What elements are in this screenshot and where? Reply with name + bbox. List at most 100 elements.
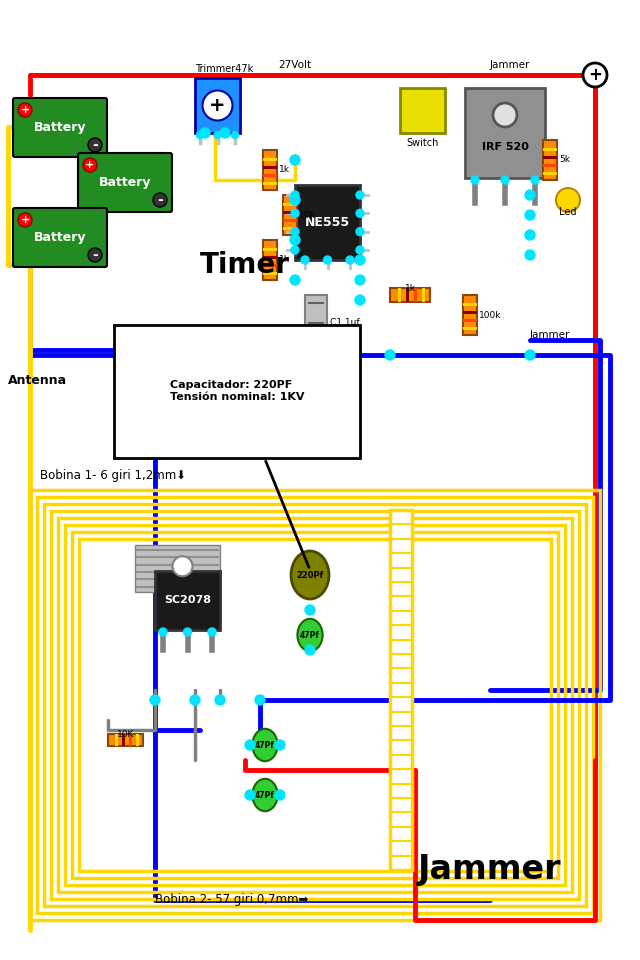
Circle shape [346,256,354,264]
Text: Led: Led [559,207,577,217]
Text: Antenna: Antenna [8,373,67,387]
Text: +: + [588,66,602,84]
Text: -: - [157,193,163,207]
Bar [51,511,579,899]
Bar [283,219,297,222]
Bar [263,182,277,185]
Bar [122,734,125,746]
Bar [283,195,297,235]
Circle shape [190,695,200,705]
FancyBboxPatch shape [13,208,107,267]
Text: Battery: Battery [99,176,151,189]
Bar [263,272,277,275]
Text: Timer: Timer [200,251,290,279]
Bar [263,166,277,169]
Circle shape [208,628,216,636]
Bar [195,78,240,133]
Bar [283,227,297,230]
Bar [295,185,360,260]
Text: +: + [20,215,29,225]
Circle shape [305,645,315,655]
Bar [79,539,551,871]
Text: Jammer: Jammer [490,60,530,70]
Bar [135,545,220,591]
Bar [398,288,401,302]
Ellipse shape [298,619,323,651]
Circle shape [355,295,365,305]
Bar [44,504,586,906]
Circle shape [305,605,315,615]
Circle shape [301,256,309,264]
Bar [283,211,297,214]
Circle shape [255,695,265,705]
Bar [72,532,558,878]
Circle shape [583,63,607,87]
Ellipse shape [252,729,278,761]
Text: Capacitador: 220PF
Tensión nominal: 1KV: Capacitador: 220PF Tensión nominal: 1KV [170,380,309,567]
Text: -: - [92,138,98,152]
Circle shape [18,213,32,227]
Circle shape [173,556,193,576]
Circle shape [291,228,299,235]
Bar [305,295,327,350]
Circle shape [356,209,364,217]
Text: 47Pf: 47Pf [255,790,275,800]
Circle shape [525,210,535,220]
Ellipse shape [252,779,278,811]
Circle shape [153,193,167,207]
Bar [108,734,143,746]
Text: 1k: 1k [279,165,290,175]
Circle shape [290,235,300,245]
Circle shape [355,275,365,285]
Circle shape [356,191,364,199]
Bar [263,256,277,259]
Text: C1 1uf: C1 1uf [330,318,360,327]
Circle shape [525,350,535,360]
Circle shape [275,790,285,800]
Text: 10k: 10k [299,210,316,220]
Circle shape [202,90,232,121]
Text: Bobina 2- 57 giri 0,7mm➡: Bobina 2- 57 giri 0,7mm➡ [155,894,308,906]
Bar [390,288,430,302]
Bar [283,203,297,206]
Circle shape [355,255,365,265]
Circle shape [18,103,32,117]
Bar [463,327,477,330]
Bar [406,288,409,302]
Circle shape [531,176,539,184]
Text: Battery: Battery [34,121,86,134]
Text: 1k: 1k [404,284,415,293]
Bar [136,734,139,746]
Bar [543,172,557,175]
Circle shape [291,191,299,199]
Circle shape [159,628,167,636]
Bar [414,288,417,302]
Circle shape [290,195,300,205]
FancyBboxPatch shape [13,98,107,157]
Bar [263,248,277,251]
Circle shape [290,275,300,285]
Bar [263,264,277,267]
Circle shape [525,230,535,240]
Circle shape [556,188,580,212]
Text: 1k: 1k [279,255,290,265]
Bar [463,303,477,306]
Text: 27Volt: 27Volt [278,358,312,368]
Circle shape [220,128,230,138]
Bar [263,158,277,161]
Circle shape [88,248,102,262]
Circle shape [232,132,239,138]
Circle shape [471,176,479,184]
Text: NE555: NE555 [305,216,350,229]
Text: 27Volt: 27Volt [278,60,312,70]
Bar [400,88,445,133]
Circle shape [525,250,535,260]
Bar [155,570,220,630]
Bar [115,734,118,746]
Circle shape [323,256,332,264]
Bar [463,295,477,335]
Text: +: + [84,158,96,172]
Circle shape [291,209,299,217]
Circle shape [88,138,102,152]
Bar [390,510,412,870]
